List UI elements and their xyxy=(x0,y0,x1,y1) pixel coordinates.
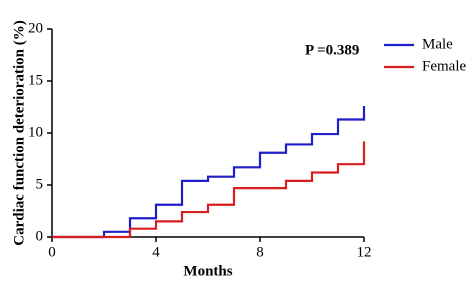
legend-label: Male xyxy=(422,36,453,52)
y-tick-label: 15 xyxy=(28,72,43,88)
x-tick-label: 0 xyxy=(48,244,56,260)
x-tick-label: 4 xyxy=(152,244,160,260)
y-tick-label: 20 xyxy=(28,20,43,36)
p-value: P =0.389 xyxy=(305,42,359,58)
series-line xyxy=(52,141,366,239)
y-tick-label: 5 xyxy=(36,176,44,192)
legend-label: Female xyxy=(422,58,466,74)
x-tick-label: 12 xyxy=(357,244,372,260)
y-tick-label: 0 xyxy=(36,228,44,244)
y-axis-label: Cardiac function deterioration (%) xyxy=(11,20,27,245)
x-tick-label: 8 xyxy=(256,244,264,260)
x-axis-label: Months xyxy=(183,263,232,279)
series-line xyxy=(52,105,366,239)
y-tick-label: 10 xyxy=(28,124,43,140)
